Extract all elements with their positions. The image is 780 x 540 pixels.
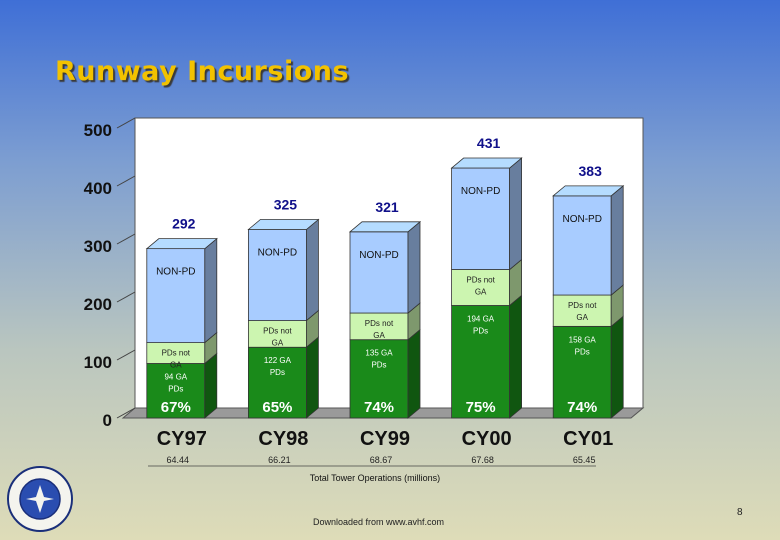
bar-side — [407, 328, 421, 419]
segment-label-non-pd: NON-PD — [461, 186, 500, 197]
bar-side — [610, 185, 624, 296]
segment-label-non-pd: NON-PD — [156, 267, 195, 278]
bar-front-non-pd — [552, 195, 612, 296]
segment-label-ga: 122 GA — [264, 356, 292, 365]
segment-label-ga: 94 GA — [164, 372, 187, 381]
segment-label-ga: 135 GA — [365, 349, 393, 358]
bar-side — [305, 336, 319, 419]
category-label: CY99 — [360, 428, 410, 450]
percent-label: 75% — [466, 399, 496, 416]
segment-label-pd-not-ga: PDs not — [365, 319, 394, 328]
percent-label: 74% — [364, 399, 394, 416]
y-tick-line — [116, 117, 136, 129]
bar-front-pds-not-ga — [451, 269, 511, 306]
segment-label-pd-not-ga: GA — [272, 339, 284, 348]
segment-label-pd-not-ga: PDs not — [263, 327, 292, 336]
segment-label-pd-not-ga: GA — [373, 331, 385, 340]
bar-side — [204, 352, 218, 419]
segment-label-non-pd: NON-PD — [258, 248, 297, 259]
y-tick-label: 400 — [84, 179, 112, 198]
percent-label: 67% — [161, 399, 191, 416]
y-tick-line — [116, 349, 136, 361]
y-tick-label: 300 — [84, 237, 112, 256]
total-label: 431 — [477, 135, 501, 151]
bar-side — [305, 218, 319, 322]
y-tick-line — [116, 291, 136, 303]
category-label: CY01 — [563, 428, 613, 450]
footer-source: Downloaded from www.avhf.com — [313, 517, 445, 527]
segment-label-non-pd: NON-PD — [359, 250, 398, 261]
bar-front-pds-not-ga — [247, 320, 307, 348]
bar-side — [509, 157, 522, 271]
segment-label-pd-not-ga: GA — [475, 288, 487, 297]
segment-label-ga: PDs — [270, 368, 285, 377]
bar-side — [509, 294, 522, 419]
segment-label-ga: PDs — [473, 326, 488, 335]
bar-front-ga-pds — [552, 325, 612, 419]
bar-front-pds-not-ga — [552, 294, 612, 327]
bar-top — [247, 219, 320, 230]
operations-sublabel: 68.67 — [370, 455, 393, 465]
bar-front-ga-pds — [451, 305, 511, 419]
y-tick-line — [116, 233, 136, 245]
total-label: 292 — [172, 216, 196, 232]
operations-sublabel: 66.21 — [268, 455, 291, 465]
bar-top — [348, 221, 422, 233]
segment-label-pd-not-ga: GA — [576, 313, 588, 322]
bar-side — [204, 237, 218, 344]
bar-front-non-pd — [146, 248, 206, 343]
bar-front-non-pd — [349, 231, 409, 314]
segment-label-pd-not-ga: PDs not — [568, 301, 597, 310]
segment-label-ga: 194 GA — [467, 314, 495, 323]
category-label: CY00 — [462, 428, 512, 450]
bar-top — [552, 185, 625, 197]
y-tick-line — [116, 407, 136, 419]
operations-sublabel: 67.68 — [471, 455, 494, 465]
segment-label-ga: PDs — [168, 384, 183, 393]
operations-sublabel: 65.45 — [573, 455, 596, 465]
x-axis-title: Total Tower Operations (millions) — [310, 473, 440, 483]
percent-label: 65% — [262, 399, 292, 416]
y-tick-line — [116, 175, 136, 187]
segment-label-pd-not-ga: PDs not — [162, 349, 191, 358]
bar-top — [145, 238, 218, 250]
category-label: CY97 — [157, 428, 207, 450]
segment-label-ga: PDs — [575, 347, 590, 356]
bar-top — [450, 157, 523, 169]
slide-title: Runway Incursions — [55, 56, 350, 87]
y-tick-label: 200 — [84, 295, 112, 314]
y-tick-label: 500 — [84, 121, 112, 140]
segment-label-ga: PDs — [371, 361, 386, 370]
bar-front-non-pd — [247, 229, 307, 321]
runway-safety-program-seal-icon — [7, 466, 73, 532]
total-label: 383 — [579, 163, 603, 179]
bar-front-non-pd — [451, 167, 511, 270]
bar-front-ga-pds — [146, 363, 206, 419]
bar-side — [407, 220, 421, 314]
bar-front-ga-pds — [349, 339, 409, 419]
total-label: 325 — [274, 197, 298, 213]
operations-sublabel: 64.44 — [167, 455, 190, 465]
page-number: 8 — [737, 507, 743, 518]
y-tick-label: 100 — [84, 353, 112, 372]
segment-label-pd-not-ga: PDs not — [466, 276, 495, 285]
y-tick-label: 0 — [103, 411, 112, 430]
bar-side — [610, 315, 624, 419]
percent-label: 74% — [567, 399, 597, 416]
segment-label-non-pd: NON-PD — [562, 214, 601, 225]
segment-label-ga: 158 GA — [569, 335, 597, 344]
total-label: 321 — [375, 199, 399, 215]
segment-label-pd-not-ga: GA — [170, 361, 182, 370]
category-label: CY98 — [258, 428, 308, 450]
